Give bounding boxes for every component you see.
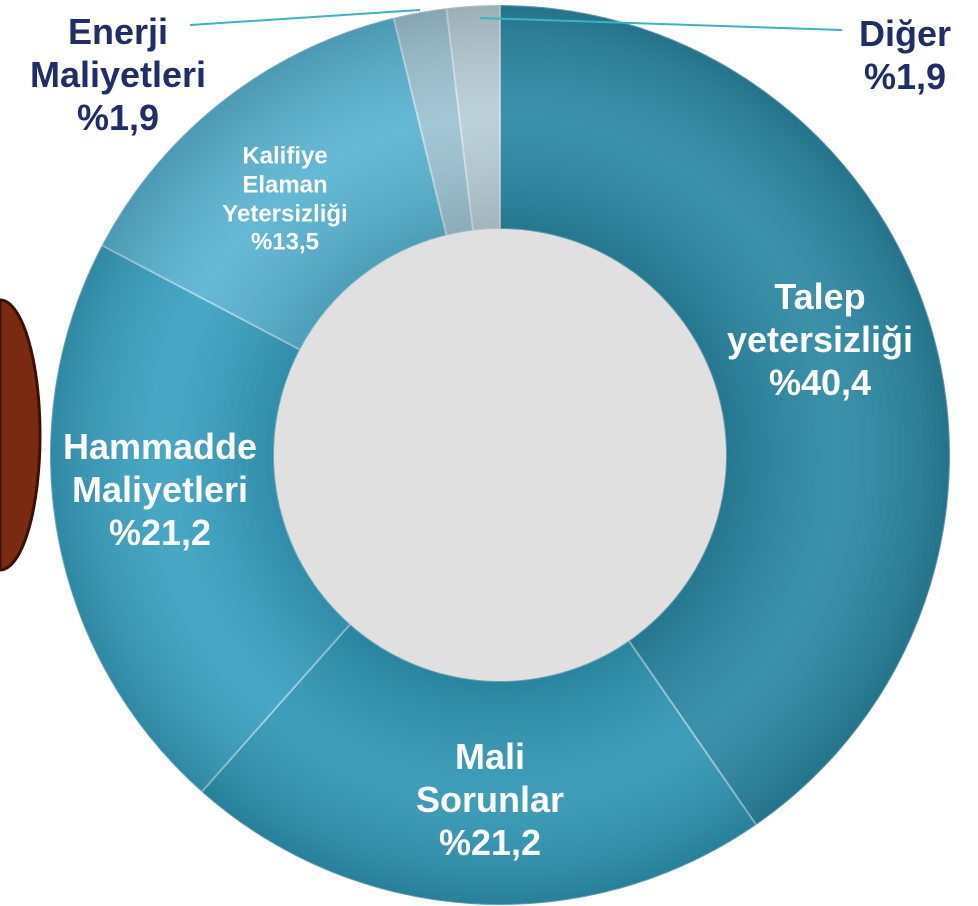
category-label: Kalifiye Elaman Yetersizliği bbox=[222, 142, 348, 227]
leader-line bbox=[479, 17, 843, 31]
value-label: %13,5 bbox=[250, 228, 320, 256]
value-label: %40,4 bbox=[768, 362, 872, 404]
decoration bbox=[0, 298, 42, 572]
slice-label: Kalifiye Elaman Yetersizliği %13,5 bbox=[210, 142, 360, 257]
leader-line bbox=[189, 9, 421, 26]
slice-label: Talep yetersizliği %40,4 bbox=[700, 275, 940, 405]
category-label: Mali Sorunlar bbox=[415, 736, 565, 821]
slice-label: Hammadde Maliyetleri %21,2 bbox=[40, 425, 280, 555]
slice-label: Mali Sorunlar %21,2 bbox=[390, 735, 590, 865]
value-label: %1,9 bbox=[76, 97, 160, 139]
category-label: Diğer bbox=[858, 12, 952, 54]
category-label: Enerji Maliyetleri bbox=[29, 11, 207, 96]
value-label: %21,2 bbox=[108, 512, 212, 554]
category-label: Talep yetersizliği bbox=[726, 276, 914, 361]
slice-label: Diğer %1,9 bbox=[840, 12, 970, 98]
value-label: %1,9 bbox=[863, 56, 947, 97]
slice-label: Enerji Maliyetleri %1,9 bbox=[3, 10, 233, 140]
value-label: %21,2 bbox=[438, 822, 542, 864]
category-label: Hammadde Maliyetleri bbox=[62, 426, 258, 511]
